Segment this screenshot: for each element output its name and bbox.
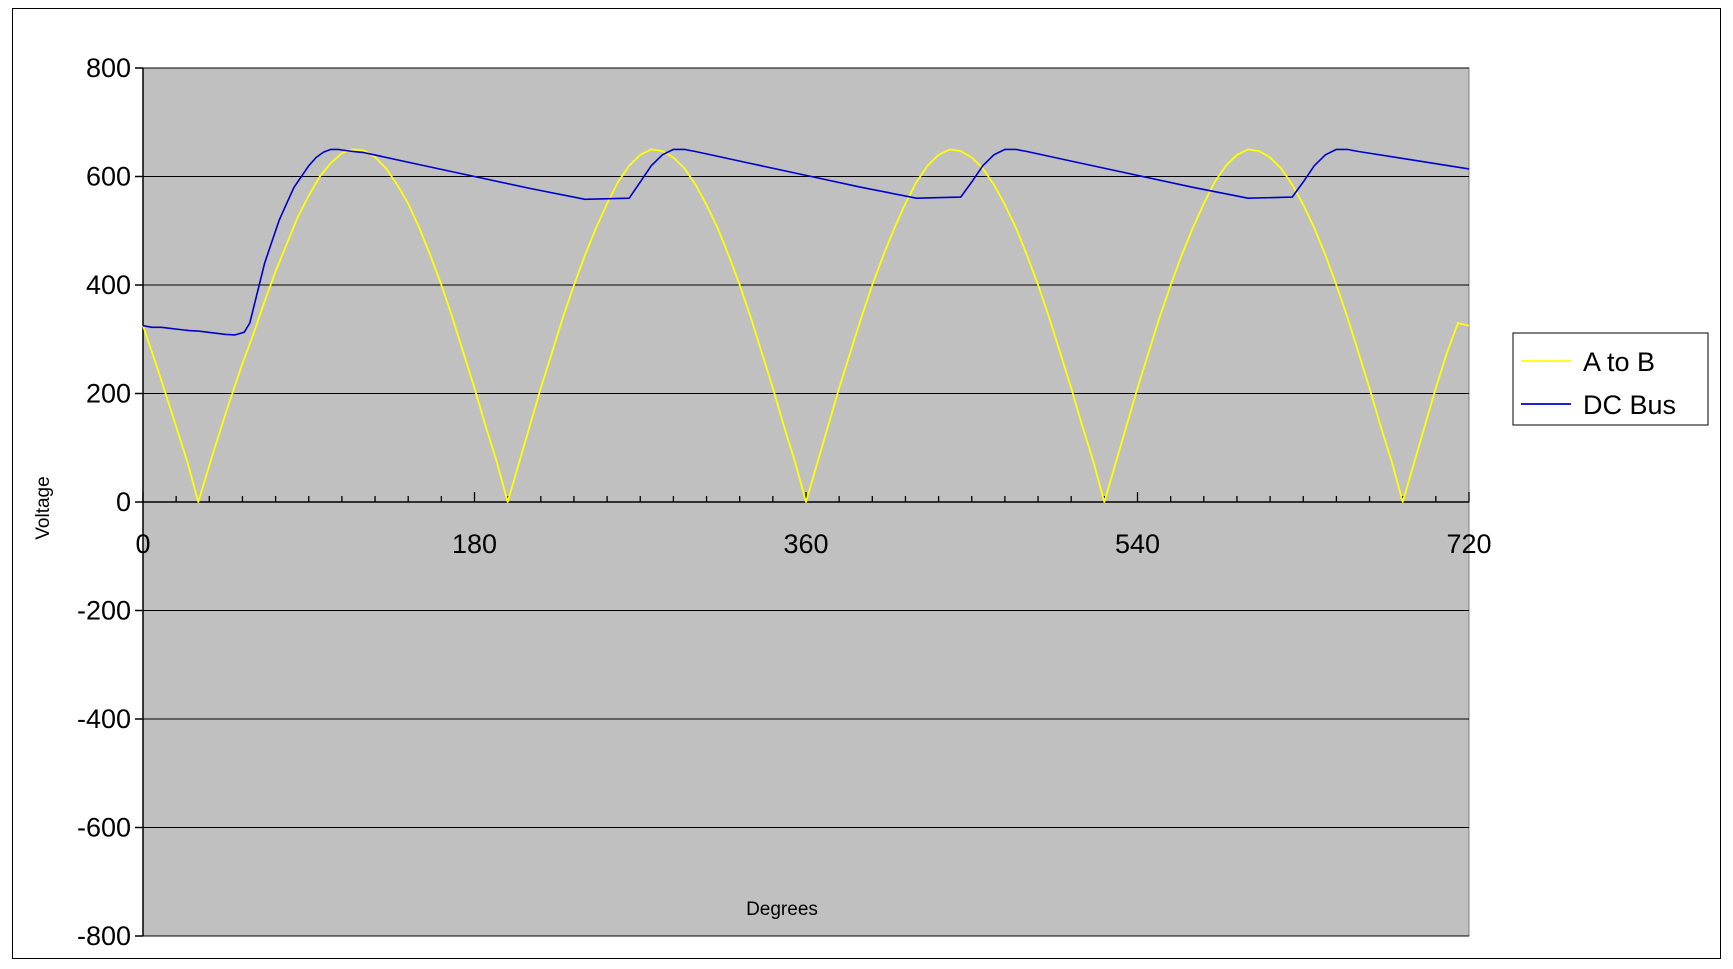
legend-box (1512, 332, 1709, 426)
y-tick-label: 800 (86, 53, 131, 83)
y-tick-label: 0 (116, 487, 131, 517)
y-tick-labels: -800 -600 -400 -200 0 200 400 600 800 (77, 53, 131, 951)
legend: A to B DC Bus (1512, 332, 1709, 426)
y-tick-label: -600 (77, 813, 131, 843)
y-tick-label: 600 (86, 162, 131, 192)
y-tick-label: -200 (77, 596, 131, 626)
y-tick-label: -400 (77, 704, 131, 734)
y-tick-label: 200 (86, 379, 131, 409)
legend-label-a-to-b: A to B (1583, 347, 1655, 377)
series-lines (142, 148, 1470, 503)
x-tick-label: 720 (1446, 529, 1491, 559)
x-tick-label: 0 (135, 529, 150, 559)
legend-label-dc-bus: DC Bus (1583, 390, 1676, 420)
y-axis-title: Voltage (33, 476, 54, 539)
x-tick-label: 540 (1115, 529, 1160, 559)
x-axis-title: Degrees (746, 899, 818, 920)
x-tick-labels: 0 180 360 540 720 (135, 529, 1491, 559)
series-line-dc-bus (142, 148, 1470, 336)
x-tick-label: 360 (783, 529, 828, 559)
series-line-a-to-b (142, 148, 1470, 503)
y-tick-label: 400 (86, 270, 131, 300)
y-tick-label: -800 (77, 921, 131, 951)
x-tick-label: 180 (452, 529, 497, 559)
